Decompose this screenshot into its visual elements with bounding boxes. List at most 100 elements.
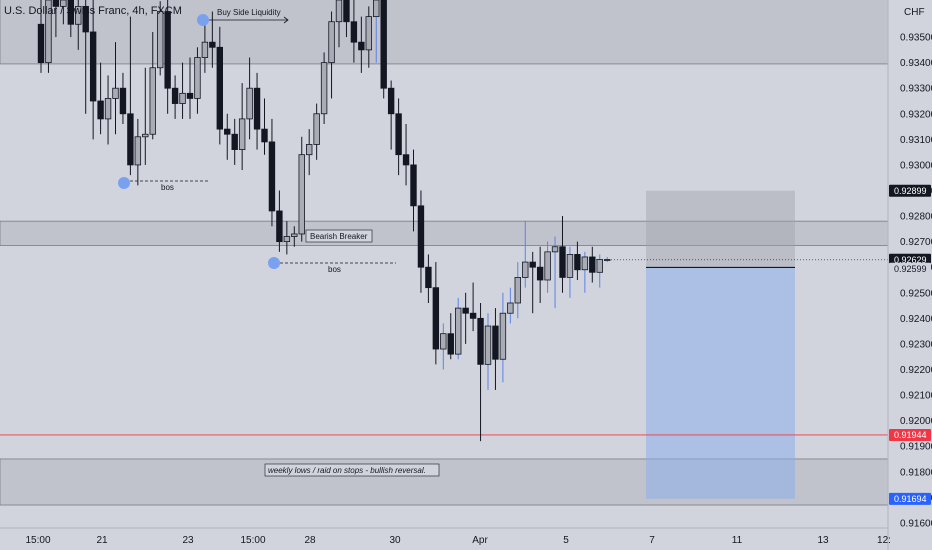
candle-body: [596, 259, 603, 273]
candle-body: [514, 277, 521, 304]
lines-layer: [0, 259, 888, 436]
candle-body: [335, 0, 343, 23]
candle-body: [425, 266, 432, 289]
candle-body: [581, 256, 589, 271]
candle-body: [112, 87, 119, 99]
candle-body: [134, 136, 142, 166]
candle-body: [149, 67, 156, 135]
candle-body: [127, 113, 134, 166]
x-tick-label: 5: [563, 535, 569, 546]
x-tick-label: 21: [96, 535, 108, 546]
candle-body: [291, 233, 298, 237]
y-tick-label: 0.91600: [900, 518, 932, 529]
candle-body: [45, 0, 52, 64]
candle-body: [253, 87, 261, 130]
candles-layer: [37, 0, 611, 442]
candle-body: [440, 333, 447, 350]
bearish-breaker-zone: [0, 220, 889, 246]
target-badge-label: 0.92899: [894, 186, 927, 196]
annotations-layer: Buy Side Liquidity bos bos Bearish Break…: [118, 8, 440, 477]
candle-body: [395, 113, 402, 156]
stop-badge-label: 0.91694: [894, 494, 927, 504]
candle-body: [119, 87, 127, 115]
candle-body: [298, 154, 305, 235]
candle-body: [186, 92, 194, 99]
candle-body: [522, 261, 529, 278]
candle-body: [350, 21, 358, 43]
candle-body: [462, 307, 469, 314]
candle-body: [447, 333, 454, 355]
candle-body: [499, 312, 507, 360]
candle-body: [410, 164, 417, 207]
liquidity-arrow-icon: [283, 16, 289, 24]
weekly-lows-box: [264, 463, 440, 477]
position-stop-zone: [646, 267, 795, 499]
candle-body: [544, 251, 551, 281]
candle-body: [589, 256, 596, 273]
currency-label: CHF: [904, 7, 925, 18]
candle-body: [60, 0, 67, 7]
candle-body: [97, 100, 104, 120]
red-line-badge-label: 0.91944: [894, 430, 927, 440]
x-tick-label: 30: [389, 535, 401, 546]
bos-label: bos: [328, 265, 341, 274]
candle-body: [209, 41, 216, 48]
candle-body: [201, 41, 209, 58]
candle-body: [402, 154, 410, 166]
candle-body: [320, 62, 328, 115]
bos-marker-icon: [268, 257, 280, 269]
bos-label: bos: [161, 183, 174, 192]
bearish-breaker-box: [305, 229, 373, 243]
candle-body: [52, 0, 60, 7]
last-price-badge-label: 0.92629: [894, 255, 927, 265]
candle-body: [343, 0, 350, 23]
candle-body: [477, 317, 484, 365]
position-target-zone: [646, 190, 795, 268]
candle-body: [224, 128, 231, 135]
candle-body: [373, 0, 380, 18]
candle-body: [469, 312, 477, 319]
candle-body: [268, 141, 276, 212]
bos-marker-icon: [118, 177, 130, 189]
candle-body: [507, 302, 514, 314]
candle-body: [417, 205, 425, 268]
candle-body: [231, 133, 238, 150]
candle-body: [432, 287, 440, 350]
candle-body: [313, 113, 320, 145]
position-layer: [646, 190, 795, 499]
candle-body: [179, 92, 186, 104]
candle-body: [492, 325, 499, 360]
candle-body: [194, 57, 201, 99]
candle-body: [156, 11, 164, 69]
candle-body: [365, 16, 372, 51]
candle-body: [142, 133, 149, 138]
x-tick-label: 12:: [877, 535, 891, 546]
candle-body: [328, 21, 335, 64]
candle-body: [566, 254, 574, 278]
candle-body: [559, 246, 566, 278]
candle-body: [529, 261, 536, 268]
x-tick-label: 13: [817, 535, 829, 546]
last-price-sub-badge-label: 0.92599: [894, 264, 927, 274]
candle-body: [67, 0, 74, 25]
candle-body: [246, 87, 253, 120]
candle-body: [164, 11, 171, 89]
candle-body: [387, 87, 395, 115]
candle-body: [536, 266, 544, 281]
candle-body: [454, 307, 462, 355]
candle-body: [89, 31, 97, 102]
candle-body: [216, 46, 223, 130]
